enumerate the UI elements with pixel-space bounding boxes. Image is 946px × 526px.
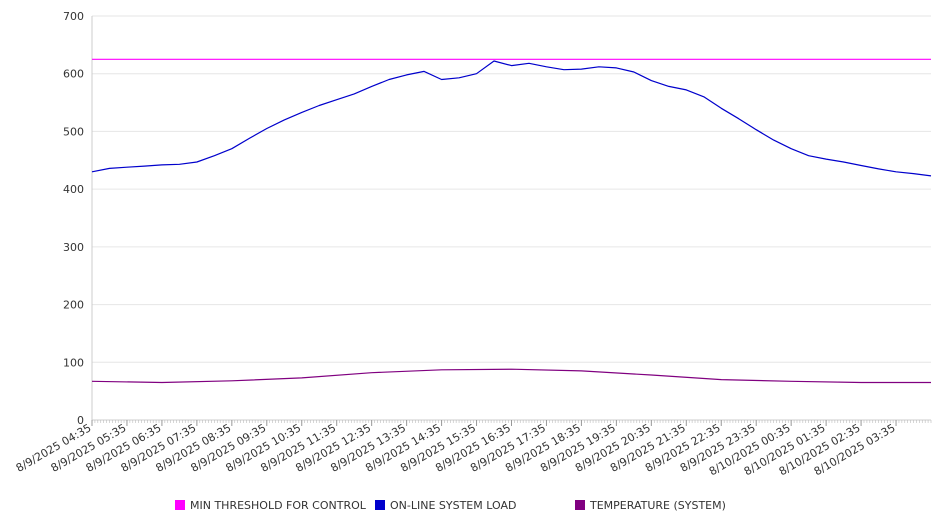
y-tick-label: 600 [63,68,84,81]
legend-item-temperature[interactable]: TEMPERATURE (SYSTEM) [575,497,726,513]
y-tick-label: 0 [77,414,84,427]
legend-item-min-threshold[interactable]: MIN THRESHOLD FOR CONTROL [175,497,366,513]
series-lines [91,58,932,384]
series-line-temperature [91,368,931,384]
x-axis: 8/9/2025 04:358/9/2025 05:358/9/2025 06:… [14,419,932,478]
legend-swatch-system-load [375,500,385,510]
y-tick-label: 700 [63,10,84,23]
y-axis: 0 100 200 300 400 500 600 700 [63,10,93,427]
y-tick-label: 500 [63,125,84,138]
legend-label-temperature: TEMPERATURE (SYSTEM) [590,498,726,512]
y-tick-label: 300 [63,241,84,254]
series-line-system-load [91,60,932,177]
y-tick-label: 200 [63,299,84,312]
legend: MIN THRESHOLD FOR CONTROL ON-LINE SYSTEM… [0,497,946,515]
legend-swatch-min-threshold [175,500,185,510]
legend-item-system-load[interactable]: ON-LINE SYSTEM LOAD [375,497,516,513]
legend-swatch-temperature [575,500,585,510]
legend-label-system-load: ON-LINE SYSTEM LOAD [390,498,517,512]
y-tick-label: 100 [63,356,84,369]
legend-label-min-threshold: MIN THRESHOLD FOR CONTROL [190,498,366,512]
y-tick-label: 400 [63,183,84,196]
grid-lines [92,15,931,363]
